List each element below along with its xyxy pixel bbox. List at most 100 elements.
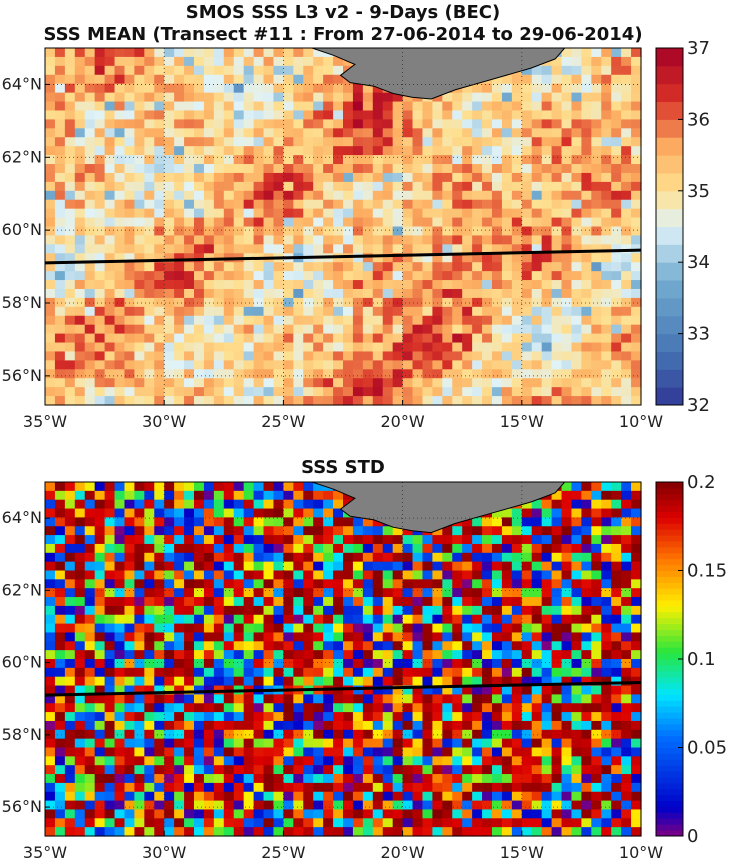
heat-cell [124,199,135,210]
heat-cell [84,508,96,518]
heat-cell [541,110,553,121]
heat-cell [94,155,106,165]
heat-cell [432,756,443,766]
heat-cell [581,499,592,510]
heat-cell [283,756,294,766]
heat-cell [293,588,304,598]
heat-cell [154,747,165,757]
heat-cell [462,782,473,793]
colorbar-segment [656,558,683,566]
heat-cell [223,756,235,766]
heat-cell [422,765,433,775]
heat-cell [263,791,275,802]
heat-cell [243,517,255,527]
heat-cell [273,128,284,138]
heat-cell [432,181,443,192]
colorbar-segment [656,65,683,85]
heat-cell [382,378,394,388]
heat-cell [283,623,294,634]
heat-cell [591,280,602,290]
heat-cell [154,712,165,722]
heat-cell [164,65,175,76]
heat-cell [343,685,354,695]
heat-cell [392,226,404,237]
heat-cell [104,632,116,642]
heat-cell [243,738,255,749]
heat-cell [372,360,384,370]
heat-cell [611,632,622,642]
heat-cell [233,369,245,379]
heat-cell [243,342,255,353]
heat-cell [194,262,205,272]
heat-cell [293,703,304,713]
heat-cell [194,543,205,554]
heat-cell [561,83,573,94]
heat-cell [581,208,592,219]
heat-cell [561,579,573,589]
heat-cell [452,685,463,695]
heat-cell [412,155,424,165]
std-panel-title: SSS STD [301,457,385,478]
heat-cell [203,632,215,642]
heat-cell [631,597,642,607]
heat-cell [601,738,612,749]
heat-cell [54,526,66,536]
heat-cell [213,747,225,757]
heat-cell [631,747,642,757]
heat-cell [104,164,116,174]
heat-cell [293,360,304,370]
heat-cell [442,623,453,634]
heat-cell [601,396,612,406]
heat-cell [591,774,602,784]
heat-cell [591,360,602,370]
heat-cell [432,694,443,704]
colorbar-segment [656,208,683,227]
heat-cell [213,324,225,335]
heat-cell [253,809,265,819]
heat-cell [382,172,394,183]
heat-cell [382,552,394,563]
heat-cell [223,667,235,678]
colorbar-segment [656,670,683,678]
heat-cell [243,92,255,103]
heat-cell [521,306,533,317]
heat-cell [551,146,563,156]
heat-cell [462,119,473,129]
heat-cell [134,56,145,67]
heat-cell [45,208,56,219]
heat-cell [531,694,543,704]
heat-cell [313,110,324,121]
heat-cell [184,396,195,406]
heat-cell [243,659,255,669]
heat-cell [203,738,215,749]
heat-cell [482,605,493,616]
heat-cell [571,526,582,536]
heat-cell [362,324,374,335]
heat-cell [293,791,304,802]
heat-cell [134,155,145,165]
heat-cell [233,597,245,607]
heat-cell [531,271,543,281]
heat-cell [442,92,453,103]
heat-cell [601,508,612,518]
heat-cell [482,235,493,245]
heat-cell [54,756,66,766]
heat-cell [501,262,513,272]
heat-cell [213,155,225,165]
heat-cell [303,387,314,397]
heat-cell [571,48,582,58]
heat-cell [432,208,443,219]
heat-cell [362,101,374,112]
heat-cell [293,137,304,147]
heat-cell [462,676,473,687]
heat-cell [124,517,135,527]
heat-cell [154,351,165,361]
heat-cell [273,226,284,237]
heat-cell [54,809,66,819]
heat-cell [492,306,503,317]
heat-cell [64,164,76,174]
heat-cell [521,667,533,678]
heat-cell [84,208,96,219]
heat-cell [472,369,483,379]
heat-cell [263,387,275,397]
